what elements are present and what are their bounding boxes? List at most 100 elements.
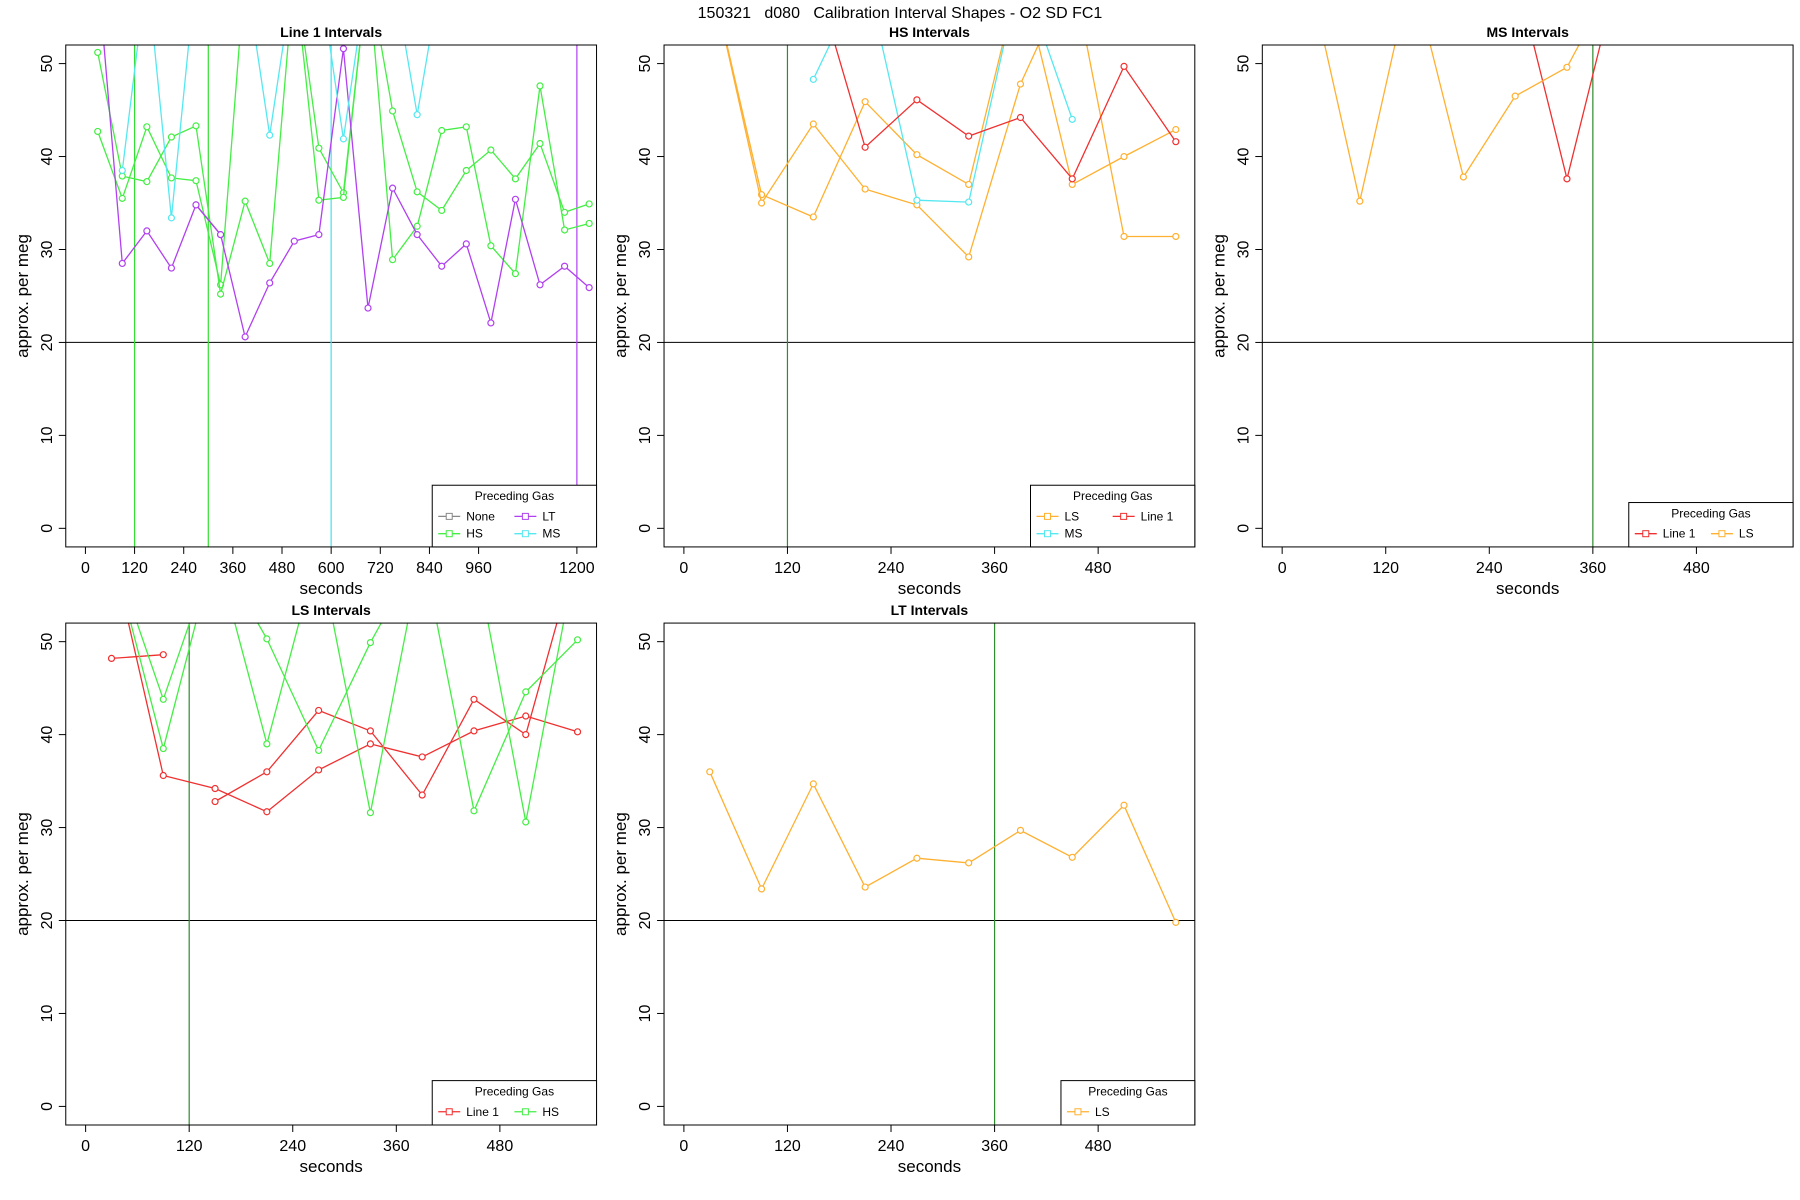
- legend-label: LS: [1065, 509, 1080, 523]
- plot-frame: [663, 44, 1196, 548]
- data-point: [809, 120, 817, 128]
- data-point: [159, 651, 167, 659]
- data-point: [1120, 801, 1128, 809]
- data-point: [1068, 175, 1076, 183]
- plot-frame: [1261, 44, 1794, 548]
- data-point: [1172, 232, 1180, 241]
- panel: HS Intervals 0 10 20 30 40 50 0 120 240 360 480 seco…: [611, 24, 1196, 598]
- legend-label: None: [466, 509, 495, 523]
- series-line: [725, 45, 1176, 259]
- panel-title: MS Intervals: [1486, 24, 1569, 40]
- data-point: [364, 304, 372, 312]
- data-point: [861, 98, 869, 106]
- series-line: [121, 45, 430, 218]
- x-tick-label: 600: [318, 560, 345, 577]
- data-point: [192, 122, 200, 130]
- y-axis-label: approx. per meg: [611, 812, 630, 936]
- data-point: [438, 206, 446, 215]
- data-point: [913, 196, 921, 204]
- y-tick-label: 10: [39, 426, 56, 444]
- legend-symbol: [521, 1108, 529, 1116]
- y-tick-label: 0: [39, 524, 56, 533]
- data-point: [315, 144, 323, 152]
- x-tick-label: 360: [220, 560, 247, 577]
- legend-title: Preceding Gas: [1671, 507, 1750, 521]
- legend-box: [1628, 502, 1794, 548]
- data-point: [366, 638, 375, 647]
- legend-label: MS: [1065, 527, 1083, 541]
- data-point: [159, 744, 167, 753]
- y-tick-label: 30: [637, 819, 654, 837]
- data-point: [241, 197, 249, 205]
- data-point: [462, 166, 470, 175]
- y-tick-label: 50: [637, 55, 654, 73]
- data-point: [315, 766, 323, 774]
- x-tick-label: 360: [383, 1138, 410, 1155]
- data-point: [560, 226, 569, 234]
- x-axis-label: seconds: [299, 1157, 362, 1176]
- panel-title: LT Intervals: [891, 602, 969, 618]
- panel-title: HS Intervals: [889, 24, 970, 40]
- series-line: [127, 623, 578, 813]
- legend-symbol: [1044, 530, 1051, 538]
- data-point: [585, 219, 593, 228]
- data-point: [573, 636, 582, 644]
- data-point: [192, 177, 200, 185]
- y-tick-label: 20: [1235, 333, 1252, 351]
- data-point: [536, 82, 544, 90]
- legend-symbol: [445, 530, 453, 538]
- data-point: [315, 196, 323, 204]
- data-point: [1563, 63, 1571, 71]
- y-tick-label: 30: [39, 819, 56, 837]
- data-point: [94, 48, 102, 57]
- data-point: [167, 264, 176, 272]
- data-point: [339, 193, 348, 202]
- x-tick-label: 720: [367, 560, 394, 577]
- data-point: [470, 695, 478, 703]
- x-tick-label: 240: [279, 1138, 306, 1155]
- data-point: [965, 198, 973, 206]
- data-point: [211, 797, 219, 806]
- x-tick-label: 240: [1476, 560, 1503, 577]
- data-point: [1120, 152, 1128, 161]
- plot-area: [664, 45, 1195, 547]
- data-point: [536, 281, 544, 289]
- legend-symbol: [521, 512, 529, 520]
- data-point: [522, 688, 530, 696]
- y-tick-label: 20: [637, 912, 654, 930]
- data-point: [1172, 125, 1180, 134]
- x-tick-label: 480: [1085, 560, 1112, 577]
- x-tick-label: 0: [1278, 560, 1287, 577]
- data-point: [1563, 175, 1571, 183]
- y-tick-label: 40: [637, 148, 654, 166]
- data-point: [913, 151, 921, 159]
- x-tick-label: 0: [679, 1138, 688, 1155]
- x-tick-label: 120: [121, 560, 148, 577]
- series-line: [812, 45, 1073, 203]
- data-point: [167, 133, 176, 141]
- data-point: [413, 231, 421, 239]
- data-point: [1016, 113, 1025, 122]
- x-tick-label: 0: [679, 560, 688, 577]
- data-point: [388, 184, 397, 192]
- x-tick-label: 480: [269, 560, 296, 577]
- data-point: [706, 768, 714, 776]
- legend-label: Line 1: [1663, 527, 1696, 541]
- data-point: [1120, 232, 1128, 241]
- x-tick-label: 240: [878, 560, 905, 577]
- legend-title: Preceding Gas: [1088, 1085, 1167, 1099]
- data-point: [118, 259, 126, 268]
- data-point: [585, 200, 593, 208]
- data-point: [536, 139, 544, 148]
- legend: Preceding Gas LS MS Line 1: [1030, 484, 1196, 548]
- data-point: [339, 45, 348, 53]
- data-point: [266, 259, 274, 268]
- y-tick-label: 40: [1235, 148, 1252, 166]
- data-point: [418, 791, 426, 799]
- plot-frame: [65, 622, 598, 1126]
- series-line: [111, 654, 164, 660]
- data-point: [913, 854, 921, 862]
- data-point: [913, 96, 921, 104]
- data-point: [339, 135, 348, 143]
- plot-frame: [663, 622, 1196, 1126]
